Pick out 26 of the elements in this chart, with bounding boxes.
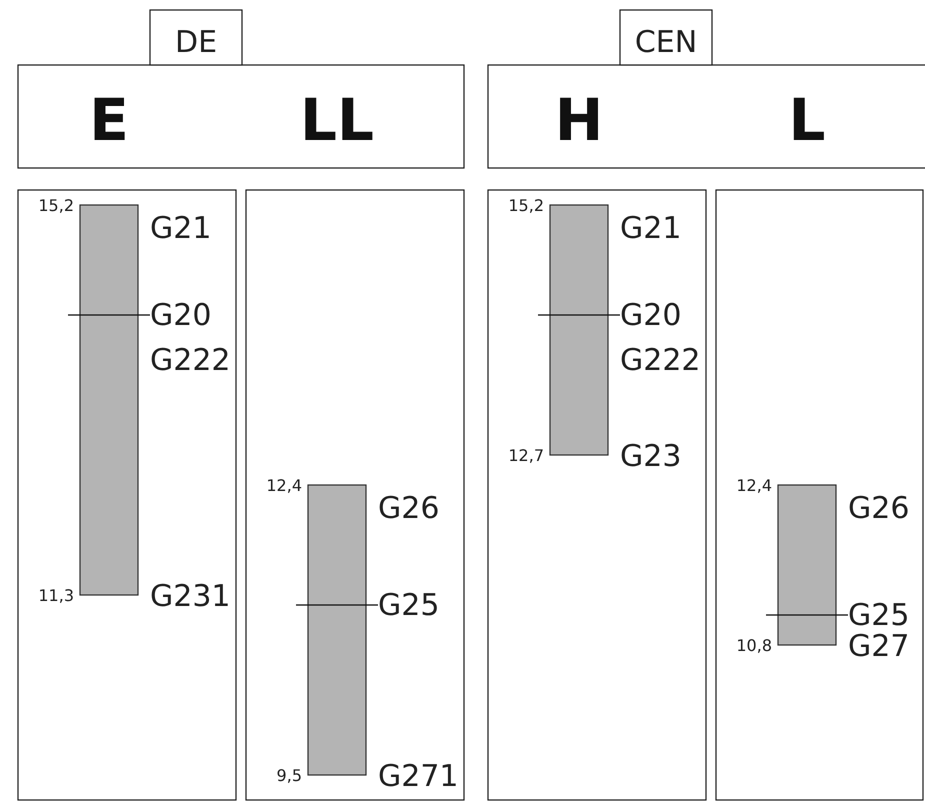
y-tick-label: 15,2: [38, 196, 74, 215]
y-tick-label: 10,8: [736, 636, 772, 655]
x-tick-label: E: [89, 86, 129, 154]
y-tick-label: 12,4: [266, 476, 302, 495]
chart-title: CEN: [634, 25, 698, 60]
y-tick-label: 12,4: [736, 476, 772, 495]
x-tick-label: H: [554, 86, 604, 154]
annotation: G26: [848, 491, 910, 526]
y-tick-label: 12,7: [508, 446, 544, 465]
y-tick-label: 9,5: [276, 766, 302, 785]
chart-title: DE: [174, 25, 218, 60]
ref-line-label: G20: [620, 298, 682, 333]
annotation: G222: [620, 343, 701, 378]
y-tick-label: 15,2: [508, 196, 544, 215]
y-tick-label: 11,3: [38, 586, 74, 605]
annotation: G222: [150, 343, 231, 378]
ref-line-label: G20: [150, 298, 212, 333]
annotation: G21: [150, 211, 212, 246]
annotation: G231: [150, 579, 231, 614]
ref-line-label: G25: [378, 588, 440, 623]
annotation: G21: [620, 211, 682, 246]
annotation: G26: [378, 491, 440, 526]
x-tick-label: LL: [300, 86, 374, 154]
annotation: G271: [378, 759, 459, 794]
x-tick-label: L: [788, 86, 826, 154]
annotation: G23: [620, 439, 682, 474]
